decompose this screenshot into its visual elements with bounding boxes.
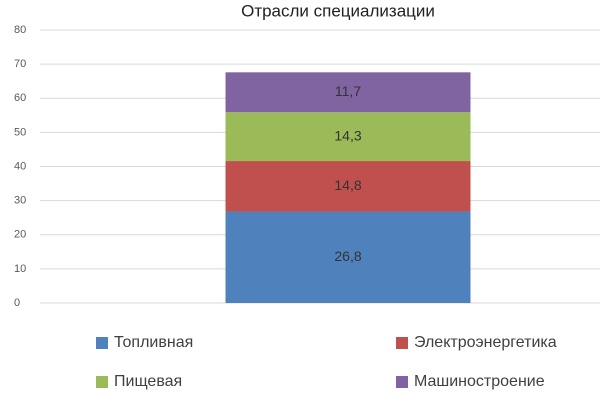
legend-marker: [96, 376, 108, 388]
y-tick-label: 60: [14, 92, 26, 104]
y-tick-label: 30: [14, 195, 26, 207]
bar-segment: [225, 112, 471, 162]
data-label: 14,3: [334, 127, 361, 143]
legend-label: Пищевая: [114, 373, 182, 390]
y-tick-label: 20: [14, 229, 26, 241]
legend-label: Электроэнергетика: [414, 334, 557, 351]
y-tick-label: 70: [14, 58, 26, 70]
bar-segment: [225, 161, 471, 212]
legend-marker: [396, 376, 408, 388]
legend-marker: [96, 337, 108, 349]
data-label: 14,8: [334, 177, 361, 193]
y-tick-label: 10: [14, 263, 26, 275]
y-tick-label: 40: [14, 160, 26, 172]
bar-segment: [225, 211, 471, 303]
bar-segment: [225, 72, 471, 113]
legend-label: Машиностроение: [414, 373, 545, 390]
y-tick-label: 50: [14, 126, 26, 138]
y-tick-label: 80: [14, 24, 26, 36]
legend-marker: [396, 337, 408, 349]
data-label: 26,8: [334, 248, 361, 264]
legend-label: Топливная: [114, 334, 193, 351]
data-label: 11,7: [335, 83, 361, 99]
chart-title: Отрасли специализации: [241, 1, 435, 20]
y-tick-label: 0: [14, 297, 20, 309]
